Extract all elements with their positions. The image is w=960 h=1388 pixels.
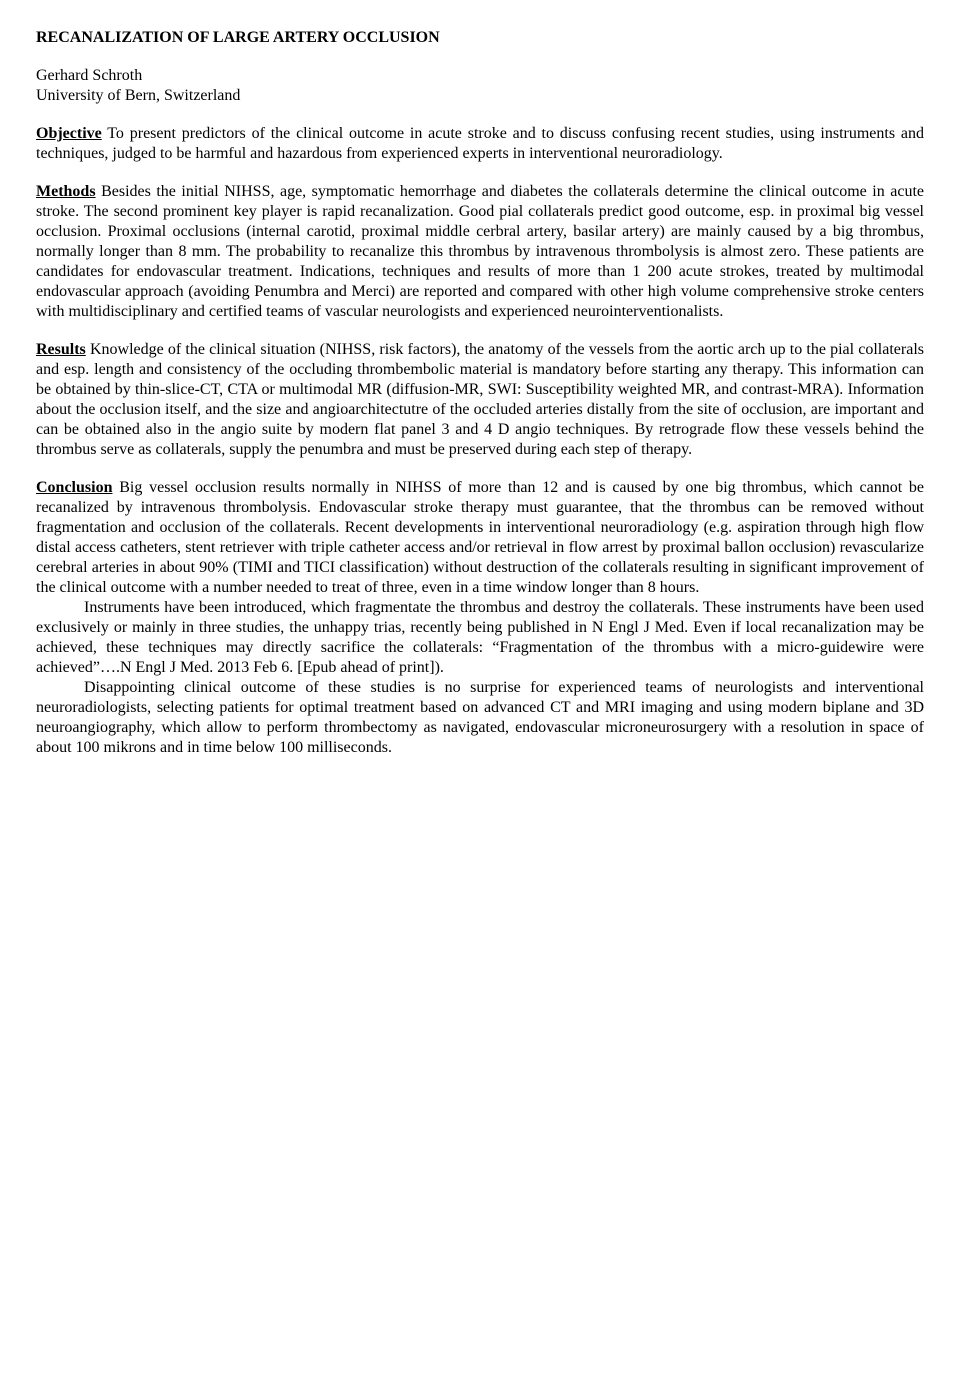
- objective-paragraph: Objective To present predictors of the c…: [36, 124, 924, 164]
- author-affiliation: University of Bern, Switzerland: [36, 86, 924, 106]
- results-text: Knowledge of the clinical situation (NIH…: [36, 341, 924, 458]
- conclusion-paragraph-3: Disappointing clinical outcome of these …: [36, 678, 924, 758]
- results-label: Results: [36, 341, 86, 358]
- conclusion-label: Conclusion: [36, 479, 112, 496]
- results-paragraph: Results Knowledge of the clinical situat…: [36, 340, 924, 460]
- author-block: Gerhard Schroth University of Bern, Swit…: [36, 66, 924, 106]
- objective-text: To present predictors of the clinical ou…: [36, 125, 924, 162]
- methods-label: Methods: [36, 183, 96, 200]
- methods-text: Besides the initial NIHSS, age, symptoma…: [36, 183, 924, 320]
- objective-label: Objective: [36, 125, 102, 142]
- methods-paragraph: Methods Besides the initial NIHSS, age, …: [36, 182, 924, 322]
- conclusion-paragraph-2: Instruments have been introduced, which …: [36, 598, 924, 678]
- author-name: Gerhard Schroth: [36, 66, 924, 86]
- document-title: RECANALIZATION OF LARGE ARTERY OCCLUSION: [36, 28, 924, 48]
- conclusion-block: Conclusion Big vessel occlusion results …: [36, 478, 924, 758]
- conclusion-paragraph-1: Conclusion Big vessel occlusion results …: [36, 478, 924, 598]
- conclusion-text-1: Big vessel occlusion results normally in…: [36, 479, 924, 596]
